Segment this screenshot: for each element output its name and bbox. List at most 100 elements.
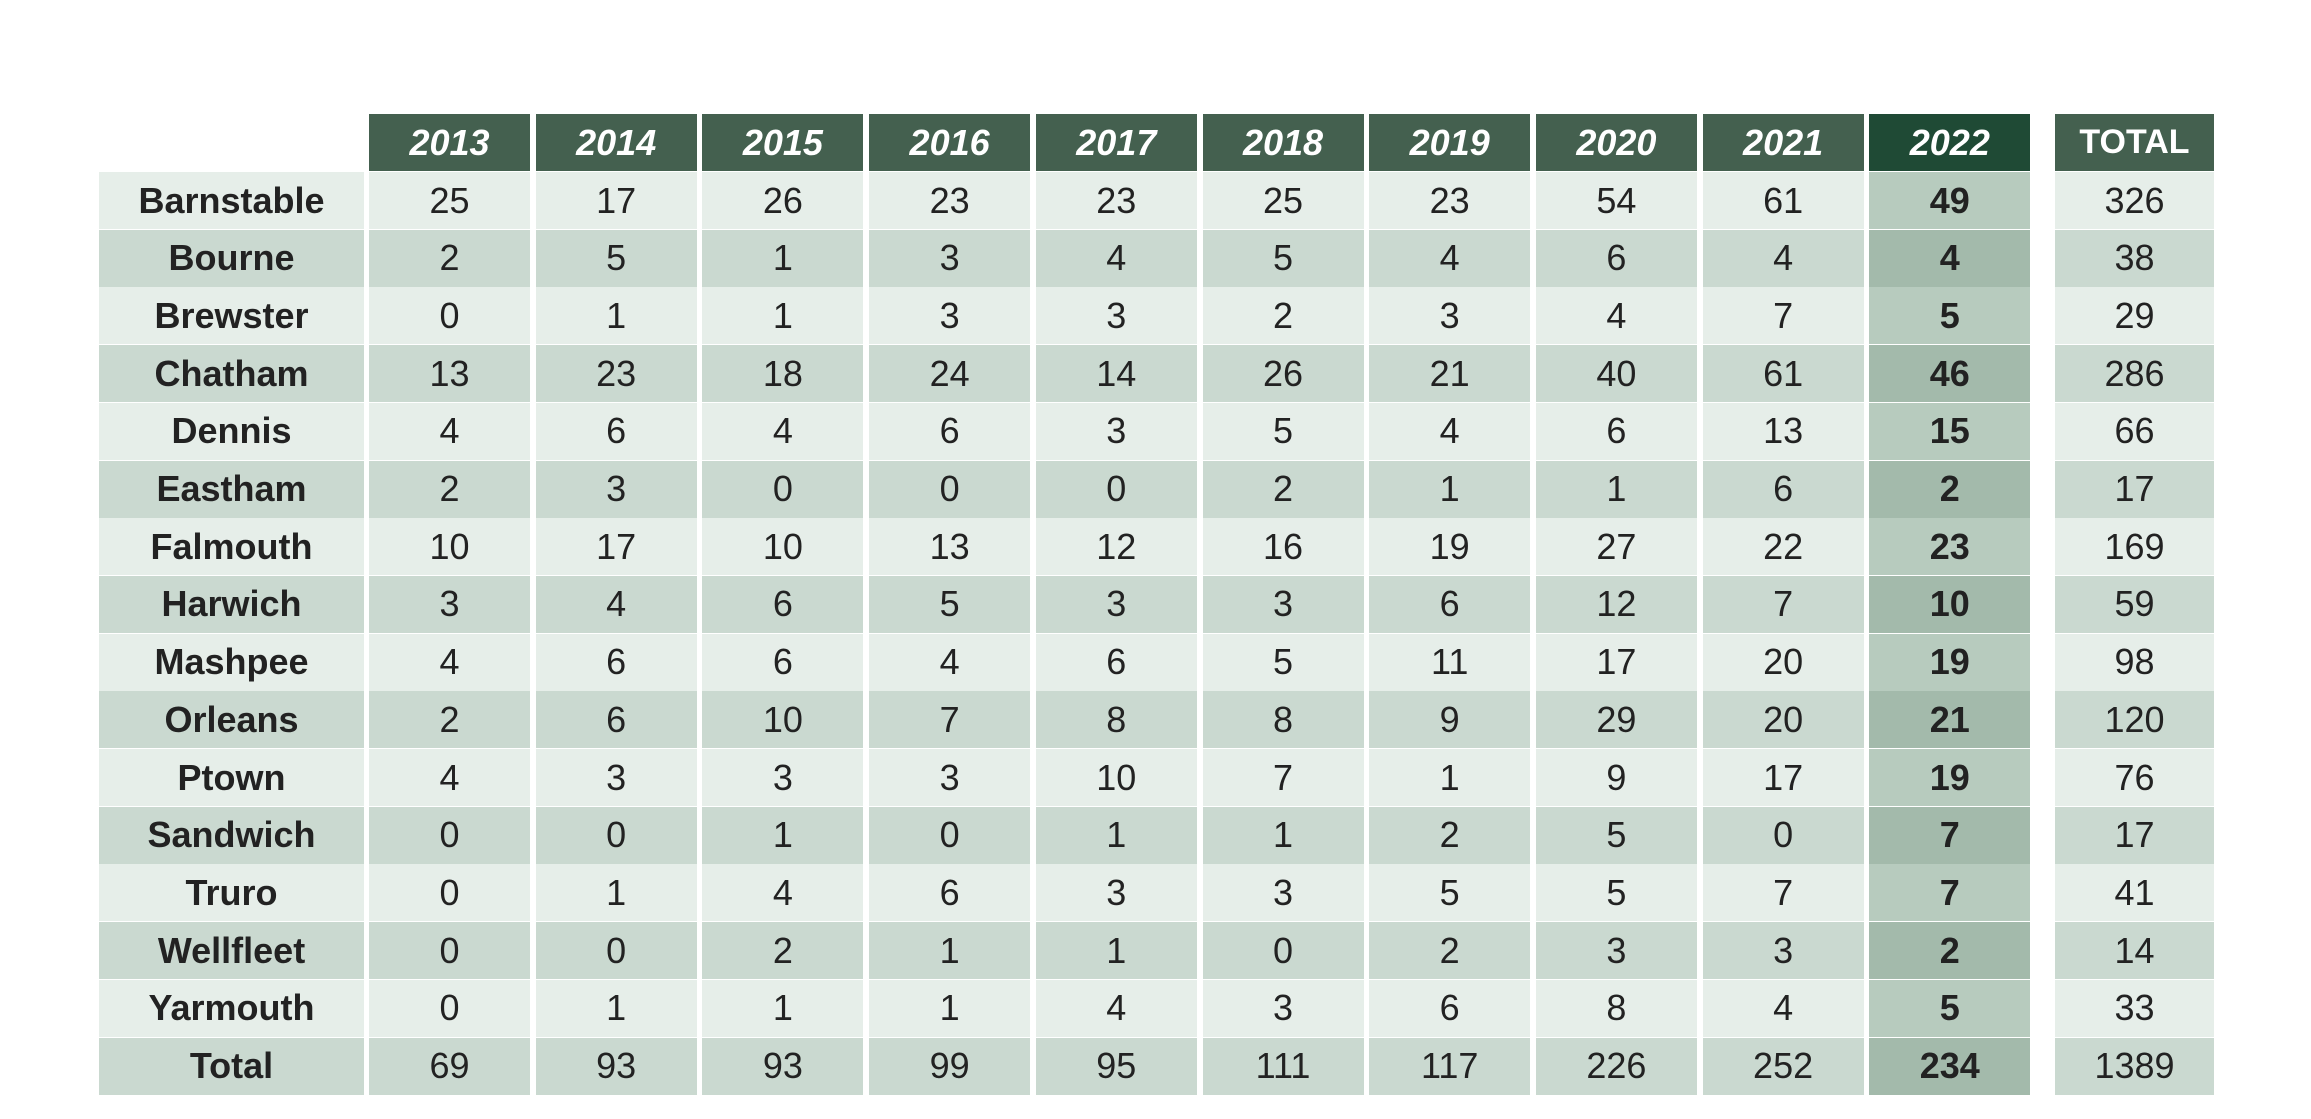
cell-dennis-2016: 6	[869, 402, 1031, 460]
column-header-2013: 2013	[369, 114, 530, 171]
cell-mashpee-2017: 6	[1035, 633, 1197, 691]
cell-sandwich-2016: 0	[869, 806, 1031, 864]
cell-wellfleet-2021: 3	[1702, 922, 1864, 980]
cell-falmouth-2013: 10	[369, 518, 530, 576]
cell-sandwich-2022: 7	[1869, 806, 2031, 864]
cell-harwich-2018: 3	[1202, 575, 1364, 633]
row-label-wellfleet: Wellfleet	[99, 922, 364, 980]
cell-dennis-2022: 15	[1869, 402, 2031, 460]
cell-brewster-2013: 0	[369, 287, 530, 345]
cell-total-2020: 226	[1535, 1037, 1697, 1095]
cell-wellfleet-2014: 0	[535, 922, 697, 980]
cell-eastham-2014: 3	[535, 460, 697, 518]
cell-eastham-2021: 6	[1702, 460, 1864, 518]
cell-chatham-2020: 40	[1535, 345, 1697, 403]
cell-yarmouth-2013: 0	[369, 979, 530, 1037]
cell-orleans-2020: 29	[1535, 691, 1697, 749]
column-header-2019: 2019	[1369, 114, 1531, 171]
cell-falmouth-2014: 17	[535, 518, 697, 576]
cell-chatham-2022: 46	[1869, 345, 2031, 403]
cell-bourne-2014: 5	[535, 229, 697, 287]
cell-ptown-2016: 3	[869, 749, 1031, 806]
cell-brewster-2014: 1	[535, 287, 697, 345]
column-header-2021: 2021	[1702, 114, 1864, 171]
cell-chatham-2017: 14	[1035, 345, 1197, 403]
cell-harwich-2017: 3	[1035, 575, 1197, 633]
cell-harwich-2019: 6	[1369, 575, 1531, 633]
cell-sandwich-2019: 2	[1369, 806, 1531, 864]
cell-eastham-2022: 2	[1869, 460, 2031, 518]
cell-yarmouth-2015: 1	[702, 979, 864, 1037]
cell-orleans-total: 120	[2055, 691, 2214, 749]
cell-sandwich-2017: 1	[1035, 806, 1197, 864]
cell-eastham-total: 17	[2055, 460, 2214, 518]
cell-truro-2013: 0	[369, 864, 530, 922]
cell-brewster-2017: 3	[1035, 287, 1197, 345]
cell-total-2016: 99	[869, 1037, 1031, 1095]
column-header-2014: 2014	[535, 114, 697, 171]
cell-total-2014: 93	[535, 1037, 697, 1095]
cell-barnstable-2020: 54	[1535, 172, 1697, 229]
cell-chatham-2021: 61	[1702, 345, 1864, 403]
row-label-falmouth: Falmouth	[99, 518, 364, 576]
cell-harwich-2016: 5	[869, 575, 1031, 633]
cell-mashpee-2013: 4	[369, 633, 530, 691]
cell-harwich-2021: 7	[1702, 575, 1864, 633]
row-label-brewster: Brewster	[99, 287, 364, 345]
cell-mashpee-2015: 6	[702, 633, 864, 691]
cell-truro-2017: 3	[1035, 864, 1197, 922]
column-header-2020: 2020	[1535, 114, 1697, 171]
cell-truro-2019: 5	[1369, 864, 1531, 922]
cell-eastham-2019: 1	[1369, 460, 1531, 518]
cell-falmouth-2022: 23	[1869, 518, 2031, 576]
cell-harwich-total: 59	[2055, 575, 2214, 633]
cell-truro-total: 41	[2055, 864, 2214, 922]
cell-mashpee-2016: 4	[869, 633, 1031, 691]
cell-bourne-2022: 4	[1869, 229, 2031, 287]
cell-ptown-total: 76	[2055, 749, 2214, 806]
cell-chatham-2015: 18	[702, 345, 864, 403]
cell-orleans-2019: 9	[1369, 691, 1531, 749]
cell-wellfleet-2013: 0	[369, 922, 530, 980]
column-header-2022: 2022	[1869, 114, 2031, 171]
cell-barnstable-2021: 61	[1702, 172, 1864, 229]
cell-eastham-2020: 1	[1535, 460, 1697, 518]
cell-yarmouth-2014: 1	[535, 979, 697, 1037]
cell-dennis-2019: 4	[1369, 402, 1531, 460]
cell-wellfleet-2022: 2	[1869, 922, 2031, 980]
cell-dennis-2014: 6	[535, 402, 697, 460]
cell-dennis-total: 66	[2055, 402, 2214, 460]
cell-falmouth-2017: 12	[1035, 518, 1197, 576]
cell-sandwich-total: 17	[2055, 806, 2214, 864]
cell-eastham-2015: 0	[702, 460, 864, 518]
row-label-bourne: Bourne	[99, 229, 364, 287]
cell-wellfleet-2020: 3	[1535, 922, 1697, 980]
cell-brewster-2022: 5	[1869, 287, 2031, 345]
cell-ptown-2020: 9	[1535, 749, 1697, 806]
cell-eastham-2013: 2	[369, 460, 530, 518]
cell-chatham-2019: 21	[1369, 345, 1531, 403]
cell-truro-2015: 4	[702, 864, 864, 922]
cell-yarmouth-2016: 1	[869, 979, 1031, 1037]
cell-dennis-2018: 5	[1202, 402, 1364, 460]
cell-brewster-2020: 4	[1535, 287, 1697, 345]
cell-chatham-2014: 23	[535, 345, 697, 403]
cell-yarmouth-2022: 5	[1869, 979, 2031, 1037]
cell-yarmouth-2017: 4	[1035, 979, 1197, 1037]
cell-harwich-2014: 4	[535, 575, 697, 633]
cell-brewster-2018: 2	[1202, 287, 1364, 345]
cell-barnstable-2018: 25	[1202, 172, 1364, 229]
cell-orleans-2017: 8	[1035, 691, 1197, 749]
cell-orleans-2016: 7	[869, 691, 1031, 749]
cell-brewster-2019: 3	[1369, 287, 1531, 345]
cell-brewster-total: 29	[2055, 287, 2214, 345]
row-label-dennis: Dennis	[99, 402, 364, 460]
cell-truro-2016: 6	[869, 864, 1031, 922]
cell-chatham-2016: 24	[869, 345, 1031, 403]
cell-ptown-2019: 1	[1369, 749, 1531, 806]
cell-ptown-2018: 7	[1202, 749, 1364, 806]
cell-ptown-2013: 4	[369, 749, 530, 806]
cell-bourne-2021: 4	[1702, 229, 1864, 287]
cell-ptown-2014: 3	[535, 749, 697, 806]
row-label-truro: Truro	[99, 864, 364, 922]
